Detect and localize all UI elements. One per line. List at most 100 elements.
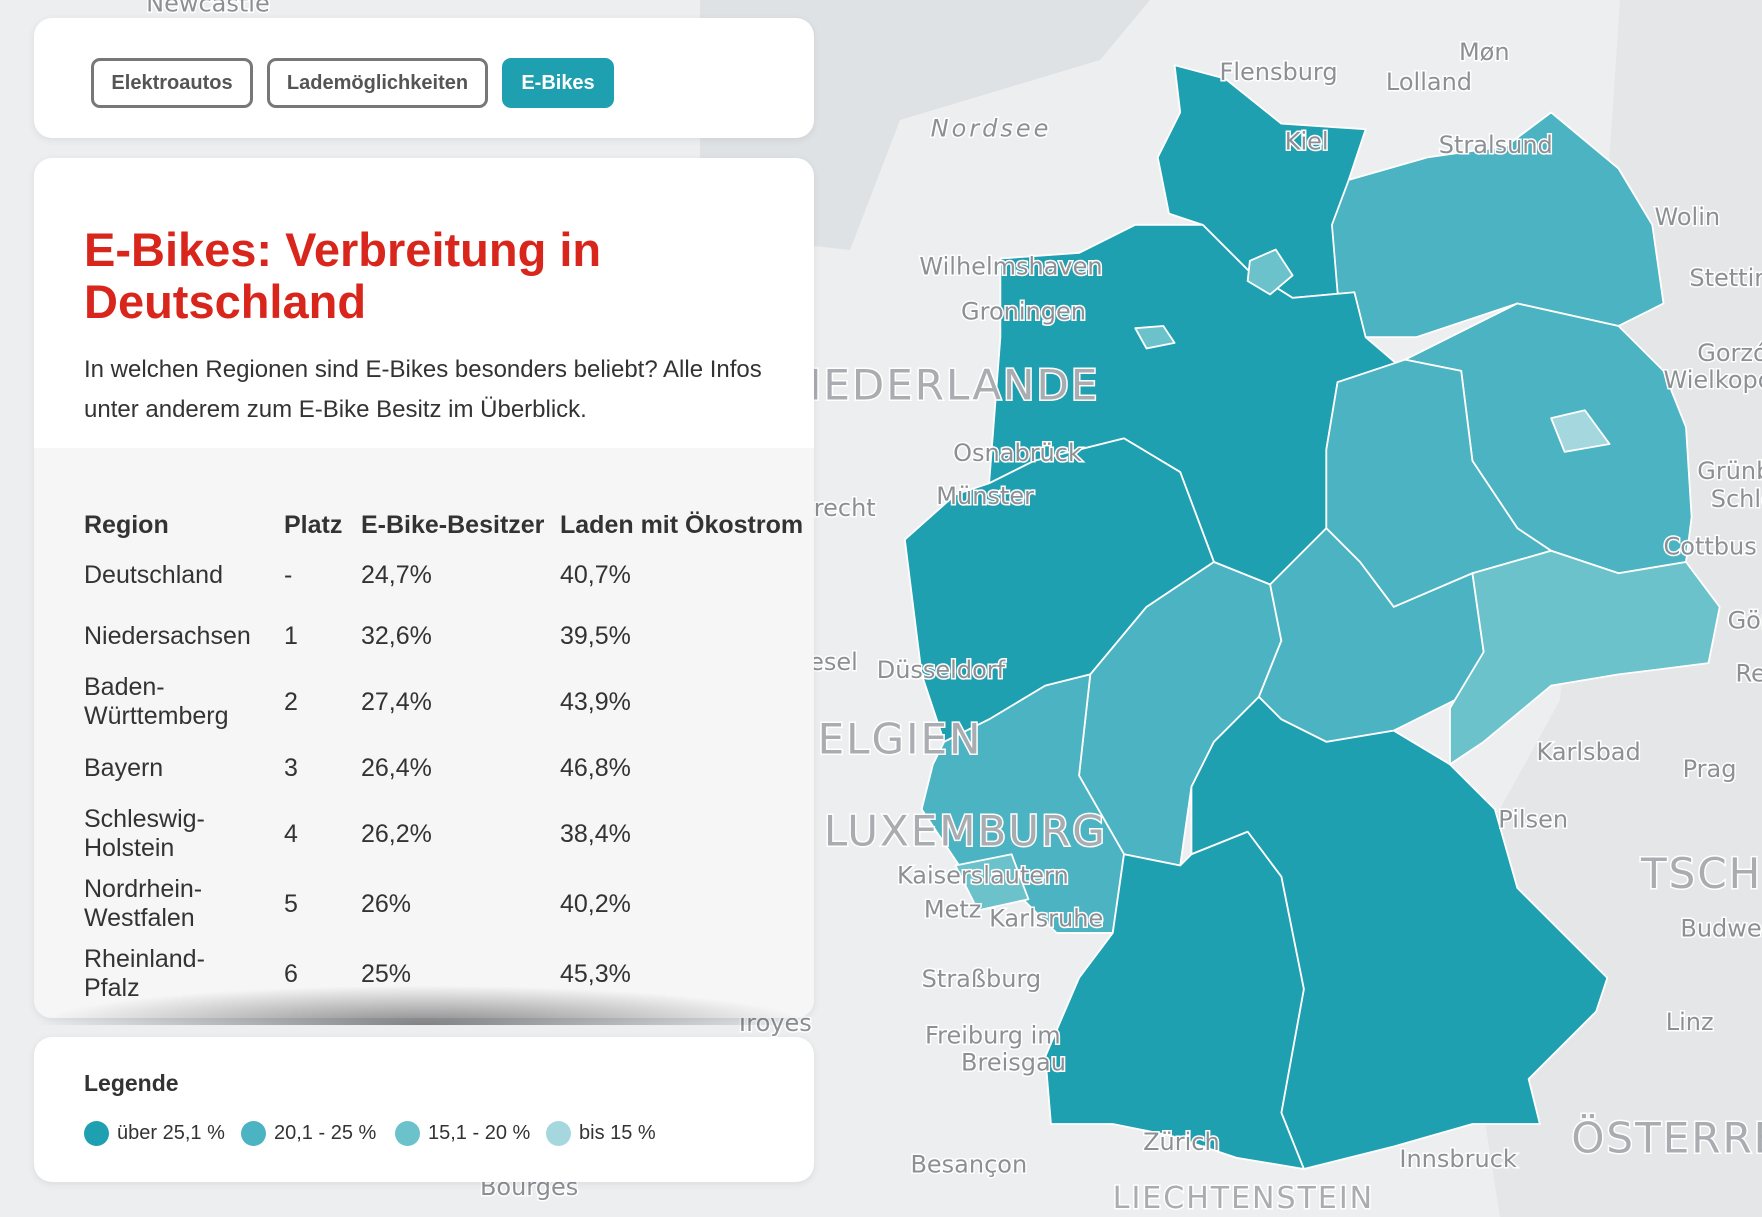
map-label: Görlitz [1728, 607, 1762, 635]
table-cell: 4 [284, 819, 298, 848]
table-cell: 2 [284, 687, 298, 716]
map-label: Osnabrück [953, 439, 1082, 467]
panel-title: E-Bikes: Verbreitung in Deutschland [84, 223, 602, 328]
legend-item: 15,1 - 20 % [395, 1121, 530, 1146]
map-label: LIECHTENSTEIN [1113, 1181, 1374, 1216]
map-label: Wolin [1655, 203, 1721, 231]
map-label: Innsbruck [1399, 1145, 1517, 1173]
table-cell: 26% [361, 889, 412, 918]
legend-item: über 25,1 % [84, 1121, 225, 1146]
state [1550, 409, 1611, 453]
state [1449, 549, 1721, 766]
info-card [34, 158, 814, 1018]
map-label: Pilsen [1498, 806, 1568, 834]
table-cell: Nordrhein-Westfalen [84, 875, 203, 932]
map-label: Newcastle [146, 0, 270, 17]
map-label: Grünberg [1697, 457, 1762, 485]
map-label: Kaiserslautern [897, 862, 1069, 890]
table-cell: 26,2% [361, 819, 432, 848]
table-cell: Deutschland [84, 560, 223, 589]
table-row: Niedersachsen 1 32,6% 39,5% [84, 605, 803, 667]
tab-button[interactable]: E-Bikes [502, 58, 614, 108]
table-cell: 5 [284, 889, 298, 918]
legend-item: 20,1 - 25 % [241, 1121, 376, 1146]
table-cell: 45,3% [560, 959, 631, 988]
map-label: Kiel [1285, 128, 1329, 156]
table-cell: Bayern [84, 753, 164, 782]
column-header: Laden mit Ökostrom [560, 510, 804, 539]
table-cell: Rheinland-Pfalz [84, 945, 205, 1002]
map-label: Nordsee [931, 114, 1052, 142]
state [1134, 325, 1176, 350]
table-cell: 27,4% [361, 687, 432, 716]
tab-button[interactable]: Elektroautos [91, 58, 253, 108]
map-label: LUXEMBURG [824, 807, 1107, 856]
table-row: Baden-Württemberg 2 27,4% 43,9% [84, 667, 803, 737]
state [1044, 830, 1305, 1170]
table-cell: 46,8% [560, 753, 631, 782]
panel-description: In welchen Regionen sind E-Bikes besonde… [84, 356, 762, 423]
legend-label: bis 15 % [579, 1122, 656, 1144]
map-label: Reichenberg [1735, 659, 1762, 687]
table-cell: 39,5% [560, 621, 631, 650]
table-cell: 24,7% [361, 560, 432, 589]
map-label: Karlsruhe [989, 904, 1103, 932]
table-cell: 38,4% [560, 819, 631, 848]
map-label: Stettin [1689, 264, 1762, 292]
column-header: Region [84, 510, 169, 539]
table-cell: 40,7% [560, 560, 631, 589]
tab-button[interactable]: Lademöglichkeiten [267, 58, 488, 108]
legend-label: 20,1 - 25 % [274, 1122, 377, 1144]
legend-label: 15,1 - 20 % [428, 1122, 531, 1144]
table-body: Deutschland - 24,7% 40,7% Niedersachsen 1 32,6… [84, 545, 803, 1009]
map-label: Flensburg [1220, 58, 1338, 86]
state [954, 853, 1030, 912]
state [1246, 248, 1294, 296]
table-cell: 40,2% [560, 889, 631, 918]
table-cell: 1 [284, 621, 298, 650]
table-row: Nordrhein-Westfalen 5 26% 40,2% [84, 869, 803, 939]
map-label: Münster [936, 482, 1034, 510]
table-cell: - [284, 560, 293, 589]
map-label: BELGIEN [787, 714, 983, 763]
map-label: Møn [1459, 38, 1510, 66]
map-label: Groningen [961, 297, 1086, 325]
column-header: Platz [284, 510, 343, 539]
table-cell: 6 [284, 959, 298, 988]
table-cell: 32,6% [361, 621, 432, 650]
map-label: Stralsund [1439, 131, 1553, 159]
map-label: Breisgau [961, 1048, 1066, 1076]
map-label: Schlesien [1711, 485, 1762, 513]
table-cell: 25% [361, 959, 412, 988]
legend-card [34, 1037, 814, 1182]
legend-title: Legende [84, 1070, 179, 1096]
map-label: Wilhelmshaven [919, 253, 1102, 281]
table-row: Deutschland - 24,7% 40,7% [84, 545, 803, 605]
map-label: Zürich [1143, 1128, 1220, 1156]
table-cell: 43,9% [560, 687, 631, 716]
table-cell: 3 [284, 753, 298, 782]
table-header: Region Platz E-Bike-Besitzer Laden mit Ökos… [84, 505, 803, 545]
map-label: Straßburg [922, 965, 1041, 993]
map-label: Besançon [910, 1151, 1027, 1179]
table-row: Rheinland-Pfalz 6 25% 45,3% [84, 939, 803, 1009]
table-cell: Baden-Württemberg [84, 673, 229, 730]
map-label: ÖSTERREICH [1571, 1112, 1762, 1162]
map-label: TSCHECHIEN [1640, 849, 1762, 898]
map-label: NIEDERLANDE [776, 360, 1100, 409]
map-label: Metz [924, 895, 981, 923]
table-row: Bayern 3 26,4% 46,8% [84, 737, 803, 799]
table-cell: Niedersachsen [84, 621, 251, 650]
map-label: Budweis [1680, 915, 1762, 943]
legend-label: über 25,1 % [117, 1122, 225, 1144]
legend-item: bis 15 % [546, 1121, 656, 1146]
legend-swatch [546, 1121, 571, 1146]
map-label: Prag [1683, 755, 1737, 783]
map-label: Karlsbad [1537, 738, 1641, 766]
map-label: Cottbus [1664, 532, 1757, 560]
table-row: Schleswig-Holstein 4 26,2% 38,4% [84, 799, 803, 869]
map-label: Lolland [1386, 68, 1472, 96]
legend-swatch [241, 1121, 266, 1146]
table-cell: Schleswig-Holstein [84, 805, 205, 862]
